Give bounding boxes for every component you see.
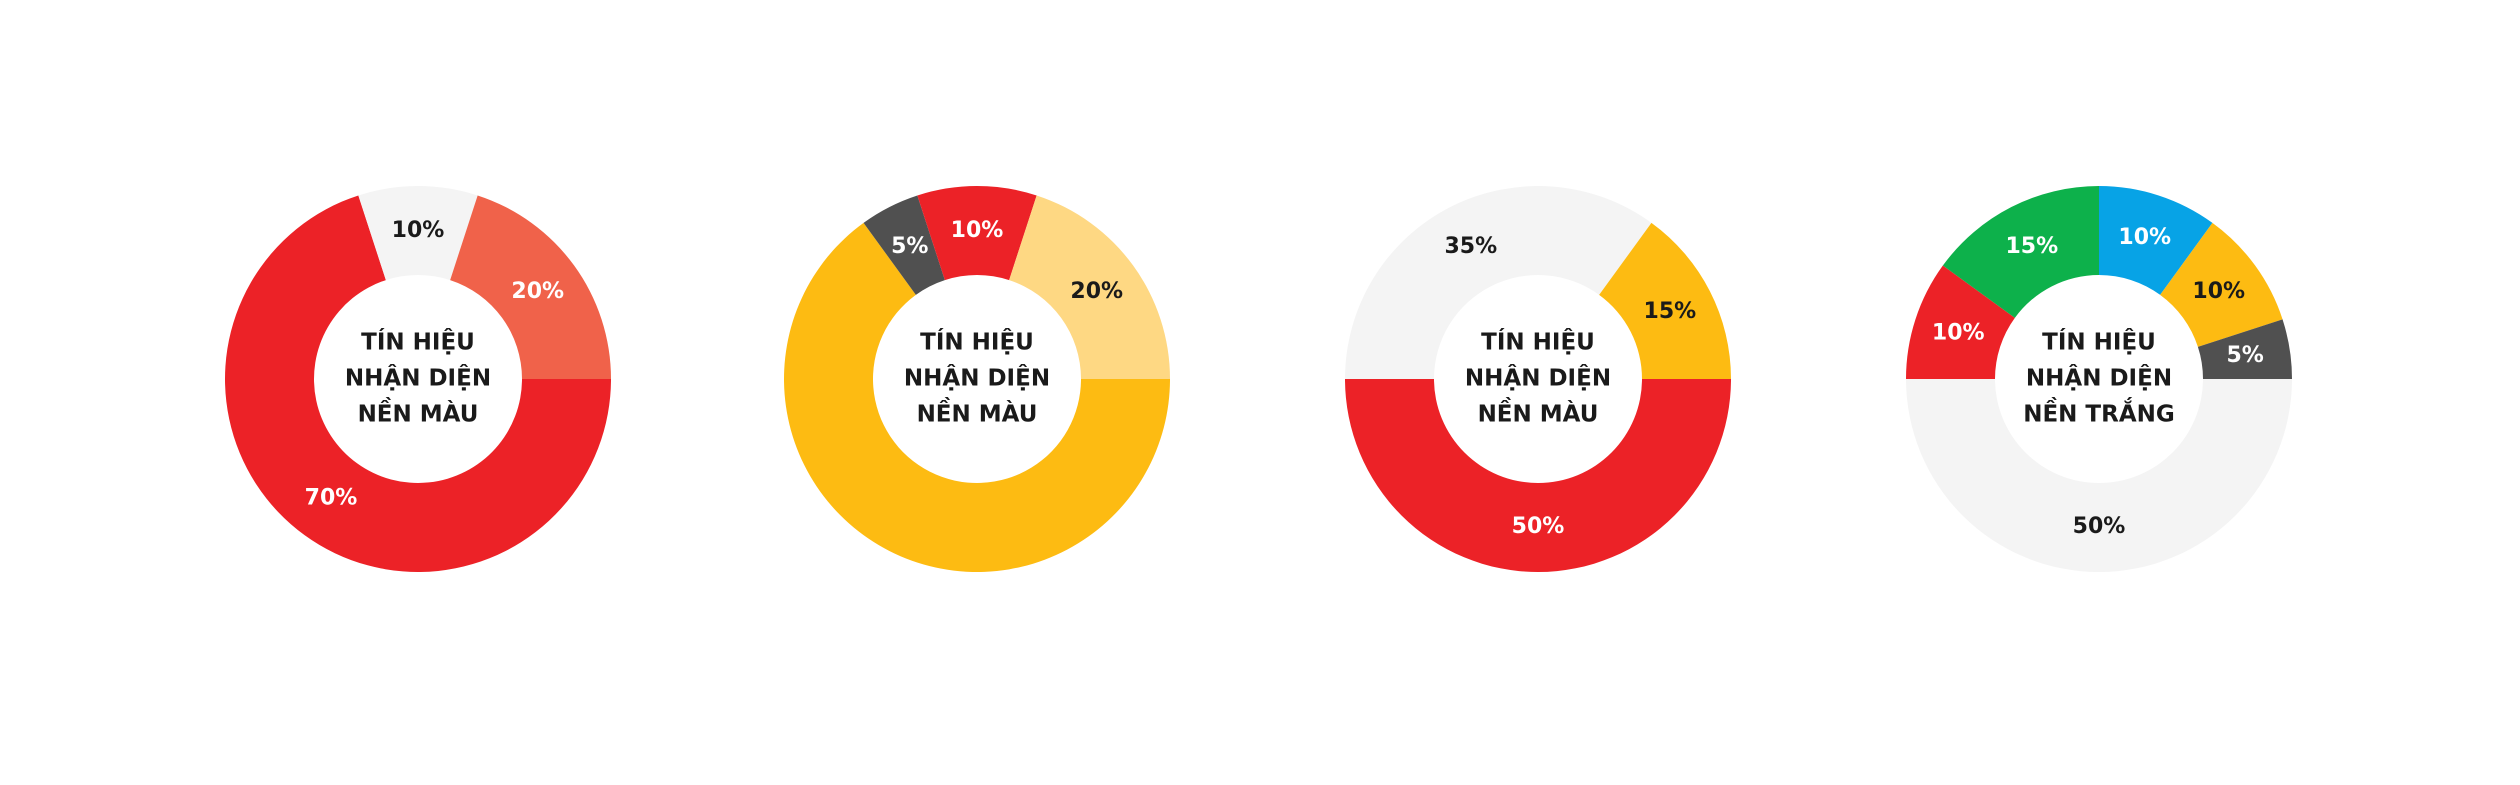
- donut-chart: 50% 10% 15% 10% 10% 5% TÍN HIỆU NHẬN DIỆN NỀN TR…: [1906, 186, 2292, 572]
- donut-segment: [863, 195, 945, 295]
- value-label: 50%: [1512, 514, 1565, 539]
- donut-segment: [917, 186, 1037, 281]
- value-label: 50%: [2073, 514, 2126, 539]
- donut-chart: 5% 10% 20% TÍN HIỆU NHẬN DIỆN NỀN MÀU: [784, 186, 1170, 572]
- value-label: 20%: [511, 279, 564, 304]
- donut-segment: [1942, 186, 2099, 318]
- donut-segment: [1345, 379, 1731, 572]
- donut-segment: [224, 195, 612, 572]
- donut-segment: [1599, 222, 1731, 379]
- donut-chart: 70% 10% 20% TÍN HIỆU NHẬN DIỆN NỀN MÀU: [224, 185, 612, 572]
- value-label: 5%: [2226, 343, 2263, 368]
- donut-segment: [1009, 195, 1170, 379]
- center-text: NỀN TRẮNG: [2023, 397, 2175, 428]
- value-label: 10%: [951, 218, 1004, 243]
- center-text: NỀN MÀU: [917, 397, 1038, 428]
- value-label: 10%: [2118, 225, 2171, 250]
- value-label: 35%: [1444, 234, 1497, 259]
- value-label: 10%: [392, 218, 445, 243]
- center-text: NHẬN DIỆN: [345, 364, 491, 392]
- center-text: TÍN HIỆU: [1481, 328, 1595, 356]
- center-text: NHẬN DIỆN: [904, 364, 1050, 392]
- donut-segment: [1906, 379, 2292, 572]
- value-label: 10%: [2192, 279, 2245, 304]
- donut-segment: [2197, 319, 2292, 379]
- center-text: TÍN HIỆU: [2042, 328, 2156, 356]
- donut-segment: [784, 222, 1170, 572]
- center-text: NHẬN DIỆN: [1465, 364, 1611, 392]
- donut-segment: [2099, 186, 2213, 295]
- donut-segment: [2160, 222, 2283, 347]
- donut-segment: [1345, 186, 1652, 379]
- center-text: NHẬN DIỆN: [2026, 364, 2172, 392]
- center-text: TÍN HIỆU: [361, 328, 475, 356]
- donut-segment: [1906, 265, 2015, 379]
- center-text: NỀN MÀU: [358, 397, 479, 428]
- value-label: 5%: [891, 234, 928, 259]
- value-label: 20%: [1070, 279, 1123, 304]
- value-label: 15%: [2005, 234, 2058, 259]
- center-text: TÍN HIỆU: [920, 328, 1034, 356]
- center-text: NỀN MÀU: [1478, 397, 1599, 428]
- value-label: 15%: [1644, 299, 1697, 324]
- value-label: 10%: [1932, 320, 1985, 345]
- value-label: 70%: [305, 486, 358, 511]
- donut-segment: [358, 185, 478, 281]
- donut-chart: 50% 35% 15% TÍN HIỆU NHẬN DIỆN NỀN MÀU: [1345, 186, 1731, 572]
- donut-segment: [450, 195, 611, 379]
